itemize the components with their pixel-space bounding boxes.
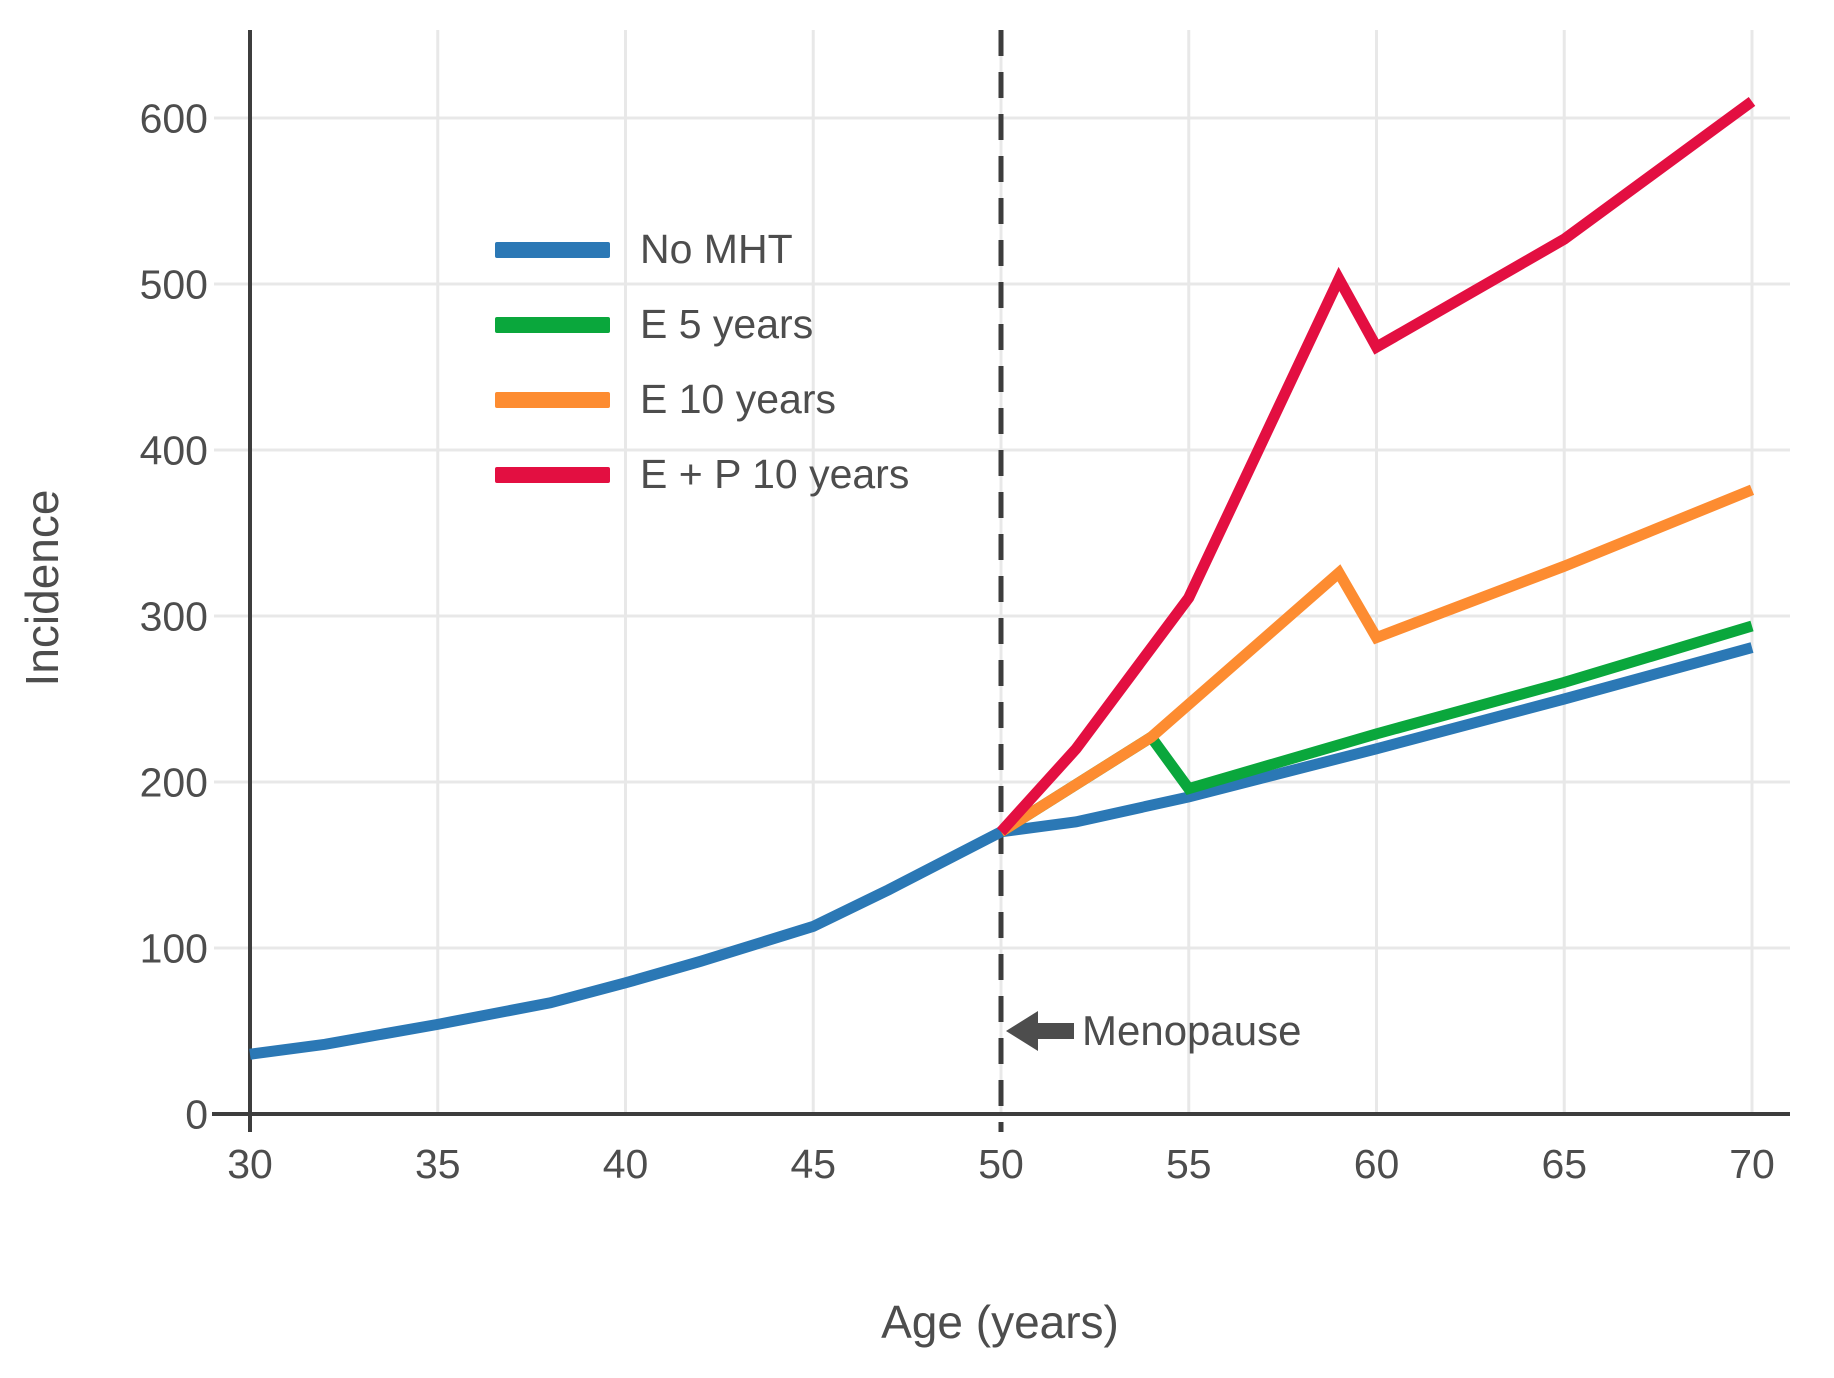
series-line-no-mht xyxy=(249,642,1754,1060)
y-tick-label: 0 xyxy=(185,1091,208,1137)
x-tick-label: 65 xyxy=(1541,1141,1587,1187)
x-tick-label: 50 xyxy=(978,1141,1024,1187)
x-tick-label: 70 xyxy=(1729,1141,1775,1187)
legend-label-no-mht: No MHT xyxy=(640,226,793,272)
series-line-e-10-years xyxy=(998,484,1755,837)
x-tick-label: 35 xyxy=(415,1141,461,1187)
y-tick-label: 100 xyxy=(140,925,208,971)
legend-swatch-e-p-10-years xyxy=(495,466,610,483)
x-tick-label: 60 xyxy=(1354,1141,1400,1187)
legend-swatch-e-10-years xyxy=(495,391,610,408)
x-tick-label: 45 xyxy=(790,1141,836,1187)
y-tick-label: 200 xyxy=(140,759,208,805)
y-tick-label: 400 xyxy=(140,427,208,473)
legend-swatch-no-mht xyxy=(495,241,610,258)
legend: No MHT E 5 years E 10 years E + P 10 yea… xyxy=(495,212,909,512)
y-axis-title: Incidence xyxy=(16,489,68,687)
menopause-annotation-text: Menopause xyxy=(1082,1007,1302,1054)
legend-item-e-10-years: E 10 years xyxy=(495,362,909,437)
menopause-annotation: Menopause xyxy=(1004,1007,1302,1054)
x-axis-title: Age (years) xyxy=(881,1296,1119,1348)
y-tick-label: 500 xyxy=(140,261,208,307)
legend-label-e-p-10-years: E + P 10 years xyxy=(640,451,910,497)
legend-label-e-5-years: E 5 years xyxy=(640,301,814,347)
x-tick-label: 30 xyxy=(227,1141,273,1187)
legend-item-e-5-years: E 5 years xyxy=(495,287,909,362)
legend-label-e-10-years: E 10 years xyxy=(640,376,836,422)
x-tick-label: 55 xyxy=(1166,1141,1212,1187)
x-tick-label: 40 xyxy=(603,1141,649,1187)
y-tick-label: 600 xyxy=(140,95,208,141)
y-tick-label: 300 xyxy=(140,593,208,639)
legend-item-no-mht: No MHT xyxy=(495,212,909,287)
series-line-e-p-10-years xyxy=(996,96,1756,836)
left-arrow-icon xyxy=(1006,1011,1074,1051)
legend-item-e-p-10-years: E + P 10 years xyxy=(495,437,909,512)
legend-swatch-e-5-years xyxy=(495,316,610,333)
